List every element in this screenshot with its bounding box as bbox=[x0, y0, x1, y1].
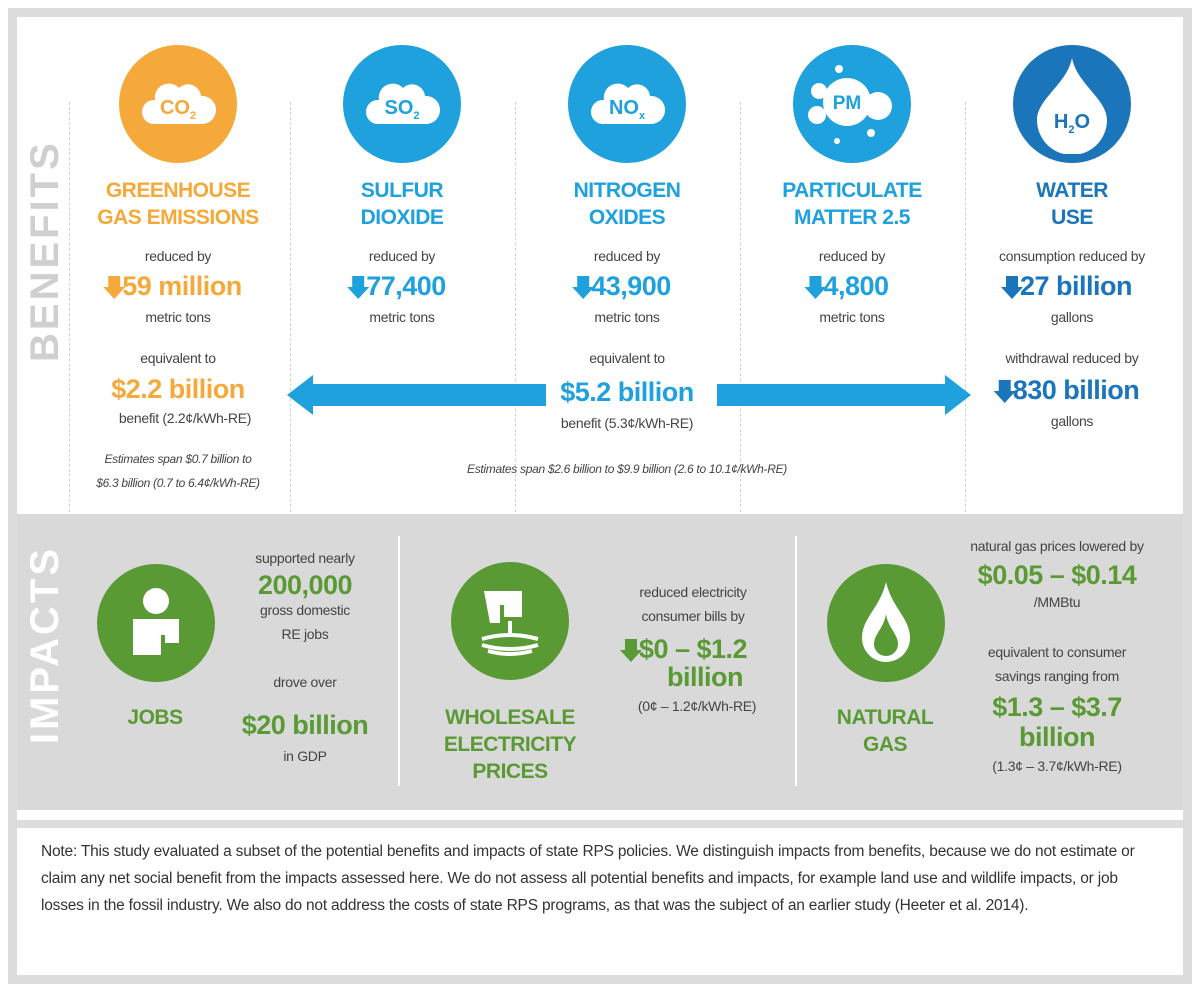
gas-savings-value: billion bbox=[1019, 722, 1095, 752]
ghg-equiv-intro: equivalent to bbox=[140, 350, 216, 366]
water-withdrawal-value: 830 billion bbox=[993, 375, 1140, 405]
benefits-section: BENEFITS CO2 GREENHOUSE GAS EMISSIONS re… bbox=[17, 17, 1183, 522]
divider bbox=[398, 536, 400, 786]
ghg-intro: reduced by bbox=[144, 248, 212, 264]
svg-text:PM: PM bbox=[833, 93, 862, 114]
pm-value: 4,800 bbox=[804, 271, 889, 301]
nox-title: NITROGEN bbox=[573, 179, 681, 202]
air-estimates: Estimates span $2.6 billion to $9.9 bill… bbox=[466, 462, 788, 476]
impacts-label: IMPACTS bbox=[23, 545, 67, 744]
pm-title: MATTER 2.5 bbox=[794, 206, 910, 229]
ghg-estimates: $6.3 billion (0.7 to 6.4¢/kWh-RE) bbox=[96, 476, 260, 490]
gas-savings-value: $1.3 – $3.7 bbox=[992, 692, 1122, 722]
flame-icon bbox=[827, 564, 945, 682]
svg-text:CO2: CO2 bbox=[160, 97, 196, 122]
jobs-text: RE jobs bbox=[281, 626, 329, 642]
water-withdrawal-intro: withdrawal reduced by bbox=[1005, 350, 1139, 366]
divider bbox=[515, 102, 516, 522]
nox-intro: reduced by bbox=[593, 248, 661, 264]
water-title: WATER bbox=[1036, 179, 1108, 202]
nox-title: OXIDES bbox=[588, 206, 666, 229]
so2-unit: metric tons bbox=[369, 309, 435, 325]
jobs-text: supported nearly bbox=[255, 550, 355, 566]
pm-unit: metric tons bbox=[819, 309, 885, 325]
air-benefit: benefit (5.3¢/kWh-RE) bbox=[560, 415, 694, 431]
ghg-equiv-value: $2.2 billion bbox=[111, 374, 245, 404]
ghg-title: GAS EMISSIONS bbox=[97, 206, 259, 229]
ghg-value: 59 million bbox=[103, 271, 242, 301]
divider bbox=[740, 102, 741, 522]
svg-text:H2O: H2O bbox=[1054, 111, 1090, 136]
pm-title: PARTICULATE bbox=[782, 179, 922, 202]
water-unit: gallons bbox=[1050, 413, 1094, 429]
so2-intro: reduced by bbox=[368, 248, 436, 264]
divider bbox=[965, 102, 966, 522]
gas-text: natural gas prices lowered by bbox=[970, 538, 1144, 554]
divider bbox=[290, 102, 291, 522]
benefits-label: BENEFITS bbox=[23, 140, 67, 362]
wholesale-value: $0 – $1.2 bbox=[619, 634, 748, 664]
pm-intro: reduced by bbox=[818, 248, 886, 264]
gas-note: (1.3¢ – 3.7¢/kWh-RE) bbox=[992, 758, 1122, 774]
air-equiv-intro: equivalent to bbox=[589, 350, 665, 366]
nox-unit: metric tons bbox=[594, 309, 660, 325]
gas-price-value: $0.05 – $0.14 bbox=[977, 560, 1137, 590]
hand-pressing-dollar-icon bbox=[451, 562, 569, 680]
gas-label: GAS bbox=[862, 733, 908, 756]
jobs-text: drove over bbox=[273, 674, 337, 690]
jobs-value: 200,000 bbox=[257, 570, 353, 600]
divider bbox=[795, 536, 797, 786]
wholesale-value: billion bbox=[667, 662, 743, 692]
note-text: Note: This study evaluated a subset of t… bbox=[41, 843, 1135, 914]
co2-cloud-icon: CO2 bbox=[119, 45, 237, 163]
nox-value: 43,900 bbox=[572, 271, 671, 301]
person-icon bbox=[97, 564, 215, 682]
ghg-estimates: Estimates span $0.7 billion to bbox=[104, 452, 252, 466]
impacts-section: IMPACTS JOBS supported nearly 200,000 gr… bbox=[17, 514, 1183, 810]
jobs-text: in GDP bbox=[283, 748, 327, 764]
so2-value: 77,400 bbox=[347, 271, 446, 301]
pm-particles-icon: PM bbox=[793, 45, 911, 163]
ghg-benefit: benefit (2.2¢/kWh-RE) bbox=[118, 410, 252, 426]
wholesale-text: consumer bills by bbox=[641, 608, 745, 624]
water-drop-icon: H2O bbox=[1013, 45, 1131, 163]
so2-title: SULFUR bbox=[360, 179, 444, 202]
wholesale-label: WHOLESALE bbox=[445, 706, 575, 729]
jobs-label: JOBS bbox=[127, 706, 183, 729]
water-consumption-intro: consumption reduced by bbox=[999, 248, 1145, 264]
svg-text:SO2: SO2 bbox=[384, 97, 419, 122]
gas-label: NATURAL bbox=[836, 706, 934, 729]
wholesale-label: PRICES bbox=[472, 760, 548, 783]
gdp-value: $20 billion bbox=[241, 710, 369, 740]
wholesale-text: reduced electricity bbox=[639, 584, 747, 600]
nox-cloud-icon: NOx bbox=[568, 45, 686, 163]
note-box: Note: This study evaluated a subset of t… bbox=[17, 820, 1183, 975]
so2-title: DIOXIDE bbox=[360, 206, 444, 229]
svg-text:NOx: NOx bbox=[609, 97, 646, 122]
ghg-title: GREENHOUSE bbox=[105, 179, 251, 202]
water-consumption-value: 27 billion bbox=[1000, 271, 1133, 301]
water-unit: gallons bbox=[1050, 309, 1094, 325]
gas-text: equivalent to consumer bbox=[987, 644, 1127, 660]
wholesale-label: ELECTRICITY bbox=[443, 733, 577, 756]
jobs-text: gross domestic bbox=[260, 602, 350, 618]
wholesale-note: (0¢ – 1.2¢/kWh-RE) bbox=[637, 698, 757, 714]
ghg-unit: metric tons bbox=[145, 309, 211, 325]
water-title: USE bbox=[1051, 206, 1093, 229]
divider bbox=[69, 102, 70, 522]
air-equiv-value: $5.2 billion bbox=[560, 377, 694, 407]
gas-unit: /MMBtu bbox=[1033, 594, 1081, 610]
so2-cloud-icon: SO2 bbox=[343, 45, 461, 163]
gas-text: savings ranging from bbox=[995, 668, 1119, 684]
